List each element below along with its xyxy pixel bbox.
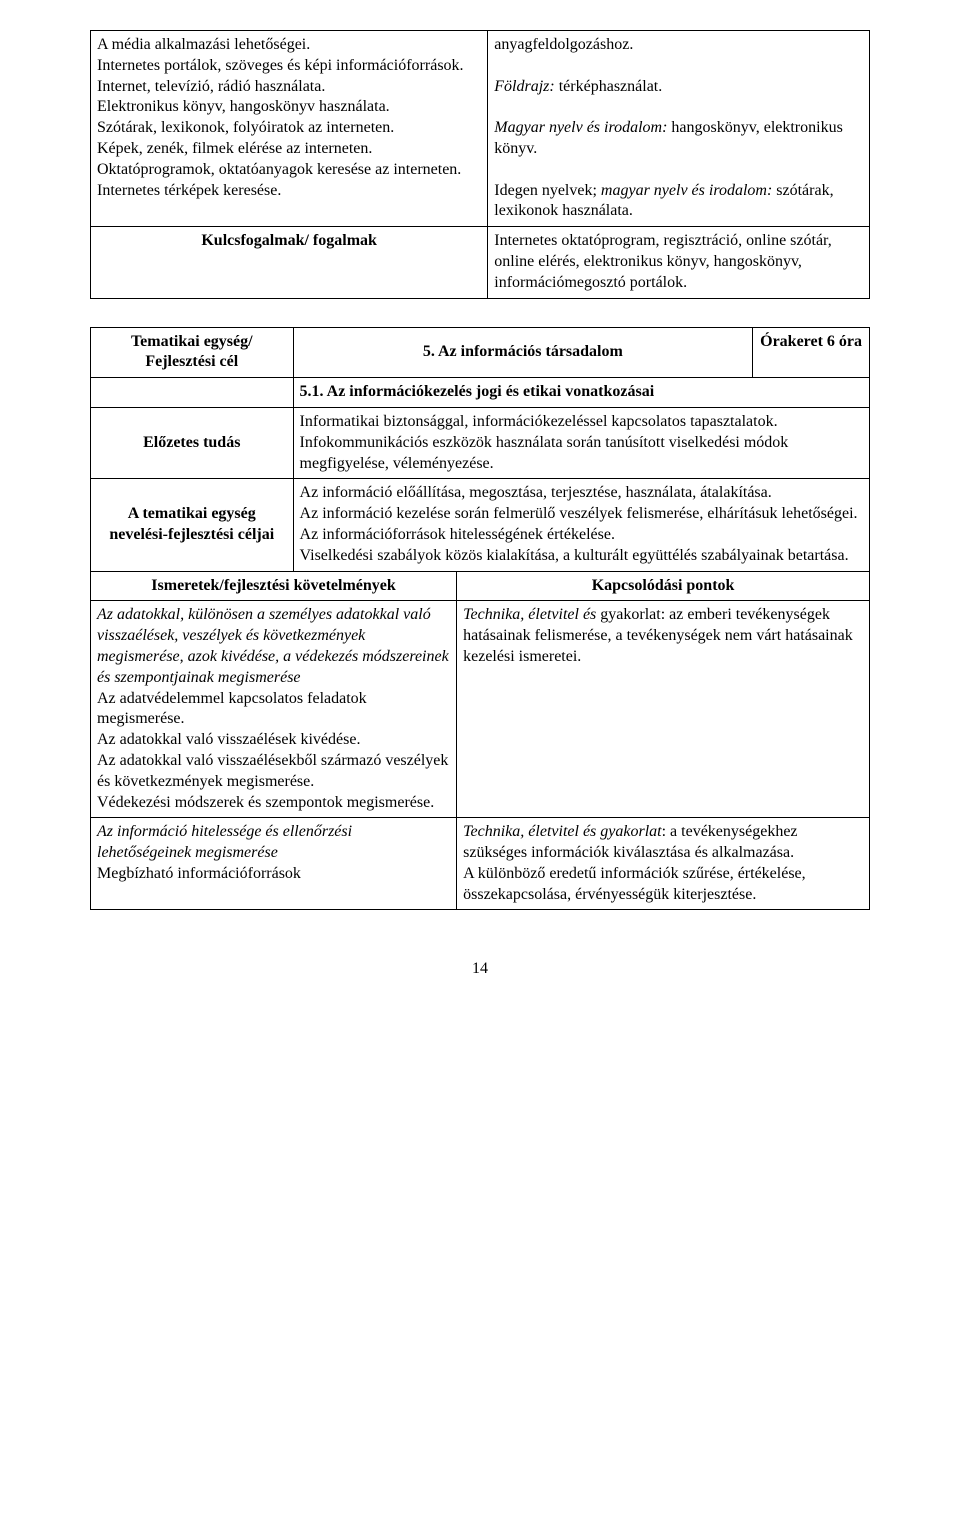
connections-cell-1: Technika, életvitel és gyakorlat: az emb…: [457, 601, 870, 818]
text: Védekezési módszerek és szempontok megis…: [97, 794, 434, 811]
page-number: 14: [90, 960, 870, 978]
text: Oktatóprogramok, oktatóanyagok keresése …: [97, 161, 461, 178]
text: térképhasználat.: [555, 78, 663, 95]
empty-cell: [91, 378, 294, 408]
text: Az adatokkal való visszaélések kivédése.: [97, 731, 360, 748]
text: Képek, zenék, filmek elérése az internet…: [97, 140, 372, 157]
educational-goals-text: Az információ előállítása, megosztása, t…: [293, 479, 869, 571]
requirements-cell-1: Az adatokkal, különösen a személyes adat…: [91, 601, 457, 818]
subject-hungarian: Magyar nyelv és irodalom:: [494, 119, 667, 136]
text: Az információ előállítása, megosztása, t…: [300, 484, 772, 501]
text: A különböző eredetű információk szűrése,…: [463, 865, 806, 903]
connections-cell-2: Technika, életvitel és gyakorlat: a tevé…: [457, 818, 870, 910]
text: Az adatvédelemmel kapcsolatos feladatok …: [97, 690, 367, 728]
table1-right-cell: anyagfeldolgozáshoz. Földrajz: térképhas…: [488, 31, 870, 227]
subject-hungarian-italic: magyar nyelv és irodalom:: [601, 182, 772, 199]
text: Internetes térképek keresése.: [97, 182, 281, 199]
subject-geography: Földrajz:: [494, 78, 554, 95]
text: anyagfeldolgozáshoz.: [494, 36, 633, 53]
text: Az információforrások hitelességének ért…: [300, 526, 615, 543]
subject-technics: Technika, életvitel és gyakorlat: [463, 823, 661, 840]
prior-knowledge-text: Informatikai biztonsággal, információkez…: [293, 407, 869, 478]
requirements-cell-2: Az információ hitelessége és ellenőrzési…: [91, 818, 457, 910]
text: Viselkedési szabályok közös kialakítása,…: [300, 547, 849, 564]
requirements-header: Ismeretek/fejlesztési követelmények: [91, 572, 457, 601]
table-knowledge-requirements: Ismeretek/fejlesztési követelmények Kapc…: [90, 572, 870, 911]
subject-technics: Technika, életvitel és: [463, 606, 600, 623]
text-italic: Az információ hitelessége és ellenőrzési…: [97, 823, 352, 861]
table-media-applications: A média alkalmazási lehetőségei. Interne…: [90, 30, 870, 299]
key-concepts-text: Internetes oktatóprogram, regisztráció, …: [488, 227, 870, 298]
text-italic: ak megismerése: [199, 669, 301, 686]
text: Internetes portálok, szöveges és képi in…: [97, 57, 464, 74]
text: Megbízható információforrások: [97, 865, 301, 882]
section-title: 5. Az információs társadalom: [293, 327, 753, 378]
prior-knowledge-label: Előzetes tudás: [91, 407, 294, 478]
thematic-unit-label: Tematikai egység/ Fejlesztési cél: [91, 327, 294, 378]
table1-left-cell: A média alkalmazási lehetőségei. Interne…: [91, 31, 488, 227]
text: A média alkalmazási lehetőségei.: [97, 36, 310, 53]
text: Elektronikus könyv, hangoskönyv használa…: [97, 98, 390, 115]
text: Internet, televízió, rádió használata.: [97, 78, 325, 95]
text: Az adatokkal való visszaélésekből szárma…: [97, 752, 448, 790]
hours-label: Órakeret 6 óra: [753, 327, 870, 378]
text: Szótárak, lexikonok, folyóiratok az inte…: [97, 119, 394, 136]
connections-header: Kapcsolódási pontok: [457, 572, 870, 601]
table-information-society: Tematikai egység/ Fejlesztési cél 5. Az …: [90, 327, 870, 572]
educational-goals-label: A tematikai egység nevelési-fejlesztési …: [91, 479, 294, 571]
key-concepts-label: Kulcsfogalmak/ fogalmak: [91, 227, 488, 298]
subsection-title: 5.1. Az információkezelés jogi és etikai…: [293, 378, 869, 408]
text: Az információ kezelése során felmerülő v…: [300, 505, 858, 522]
text: Idegen nyelvek;: [494, 182, 601, 199]
